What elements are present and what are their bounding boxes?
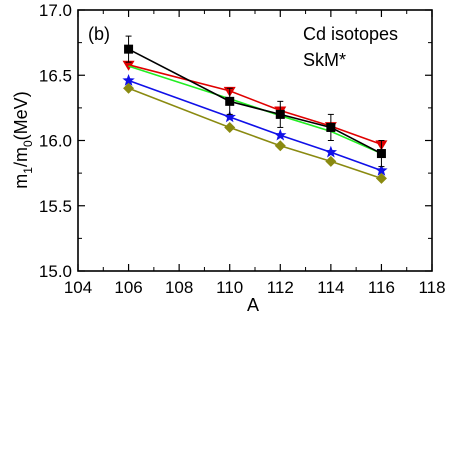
square-marker <box>326 122 336 132</box>
star-marker <box>375 164 388 176</box>
x-tick-label: 110 <box>216 278 243 297</box>
x-tick-label: 106 <box>114 278 142 297</box>
series-line <box>128 79 382 172</box>
y-tick-label: 17.0 <box>39 1 72 20</box>
annotation-interaction: SkM* <box>303 50 346 70</box>
y-axis-title-sub0: 0 <box>21 140 35 147</box>
x-axis-title: A <box>247 295 259 315</box>
y-axis-title-m: m <box>11 174 31 189</box>
x-tick-label: 108 <box>165 278 193 297</box>
x-tick-label: 116 <box>368 278 395 297</box>
series-2 <box>128 65 382 155</box>
y-axis-title-unit: (MeV) <box>11 91 31 140</box>
diamond-marker <box>123 82 135 94</box>
series-5 <box>124 35 386 168</box>
diamond-marker <box>375 172 387 184</box>
diamond-marker <box>224 121 236 133</box>
tick-layer: 104 106 108 110 112 114 116 118 15.0 15.5 16.0 16.5… <box>39 1 446 297</box>
star-marker <box>122 73 135 86</box>
y-tick-label: 15.5 <box>39 197 72 216</box>
x-tick-label: 118 <box>418 278 445 297</box>
square-marker <box>124 44 134 54</box>
diamond-marker <box>325 155 337 167</box>
diamond-marker <box>274 140 286 152</box>
y-tick-label: 15.0 <box>39 262 72 281</box>
y-tick-label: 16.5 <box>39 66 72 85</box>
triangle-down-marker <box>122 60 135 71</box>
y-axis-title-sub1: 1 <box>21 167 35 174</box>
x-tick-label: 104 <box>64 278 92 297</box>
plot-layer <box>122 35 388 184</box>
star-marker <box>274 128 287 141</box>
y-axis-title: m1/m0(MeV) <box>11 91 35 188</box>
series-line <box>128 64 382 146</box>
square-marker <box>225 96 235 106</box>
y-axis-title-slash: /m <box>11 147 31 167</box>
star-marker <box>223 110 236 123</box>
star-marker <box>324 145 338 158</box>
series-4 <box>123 82 387 184</box>
annotation-isotopes: Cd isotopes <box>303 24 398 44</box>
square-marker <box>275 109 285 119</box>
series-3 <box>122 73 388 176</box>
x-tick-label: 114 <box>317 278 344 297</box>
series-line <box>128 65 382 155</box>
y-tick-label: 16.0 <box>39 132 72 151</box>
panel-label: (b) <box>88 24 110 44</box>
square-marker <box>376 149 386 159</box>
x-tick-label: 112 <box>267 278 294 297</box>
